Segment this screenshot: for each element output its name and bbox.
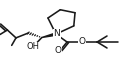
Polygon shape xyxy=(42,33,57,38)
Text: OH: OH xyxy=(26,42,39,51)
Text: N: N xyxy=(54,29,60,38)
Text: O: O xyxy=(54,46,61,55)
Text: O: O xyxy=(79,37,86,46)
